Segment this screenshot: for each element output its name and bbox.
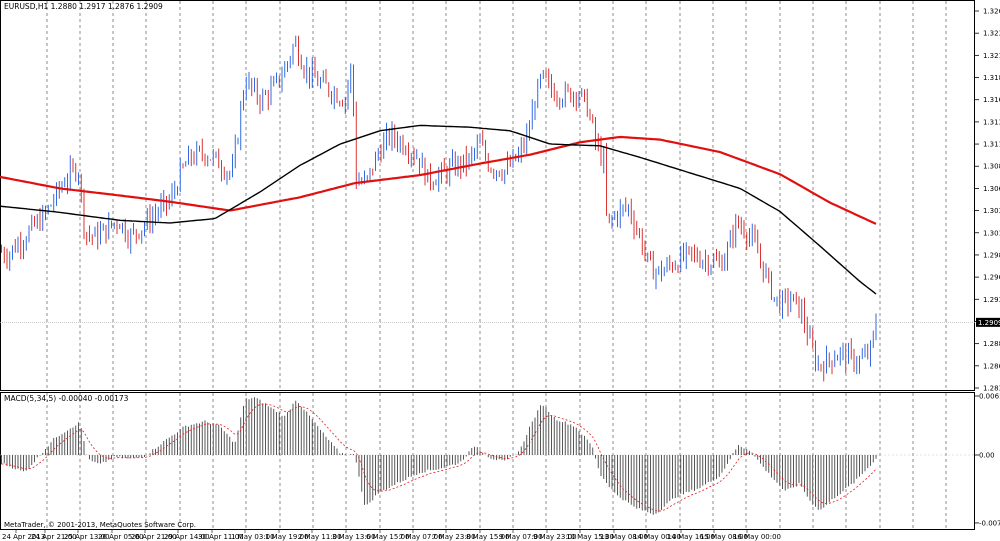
time-tick-label: 30 Apr 11:00	[198, 533, 244, 541]
price-tick-label: 1.3010	[983, 229, 1000, 237]
time-tick-label: 25 Apr 13:00	[64, 533, 110, 541]
macd-signal-line	[1, 403, 877, 512]
price-panel-frame	[0, 0, 975, 391]
price-tick-label: 1.3110	[983, 141, 1000, 149]
current-price-marker: 1.2909	[976, 317, 1000, 327]
copyright-text: MetaTrader, © 2001-2013, MetaQuotes Soft…	[4, 521, 196, 529]
time-tick-label: 1 May 03:00	[231, 533, 275, 541]
red-moving-average	[0, 135, 877, 225]
time-tick-label: 14 May 00:00	[633, 533, 681, 541]
macd-histogram	[1, 397, 877, 515]
time-tick-label: 29 Apr 14:00	[164, 533, 210, 541]
price-tick-label: 1.2935	[983, 296, 1000, 304]
candlestick-series	[1, 35, 877, 382]
price-tick-label: 1.3085	[983, 163, 1000, 171]
time-tick-label: 26 Apr 21:00	[131, 533, 177, 541]
price-tick-label: 1.3235	[983, 30, 1000, 38]
indicator-panel-frame	[0, 392, 975, 530]
time-tick-label: 9 May 07:00	[499, 533, 543, 541]
price-tick-label: 1.2885	[983, 340, 1000, 348]
time-tick-label: 26 Apr 05:00	[98, 533, 144, 541]
time-tick-label: 13 May 08:00	[600, 533, 648, 541]
time-tick-label: 9 May 23:00	[533, 533, 577, 541]
time-tick-label: 7 May 23:00	[432, 533, 476, 541]
indicator-info: MACD(5,34,5) -0.00040 -0.00173	[4, 394, 129, 403]
price-tick-label: 1.3160	[983, 96, 1000, 104]
black-moving-average	[0, 124, 877, 295]
current-price-label: 1.2909	[978, 319, 1000, 327]
time-tick-label: 15 May 08:00	[700, 533, 748, 541]
time-tick-label: 7 May 07:00	[399, 533, 443, 541]
price-tick-label: 1.2835	[983, 385, 1000, 393]
price-tick-label: 1.2860	[983, 362, 1000, 370]
time-tick-label: 14 May 16:00	[667, 533, 715, 541]
price-tick-label: 1.2960	[983, 274, 1000, 282]
price-tick-label: 1.3035	[983, 207, 1000, 215]
macd-tick-label: -0.00708	[979, 519, 1000, 527]
price-tick-label: 1.3185	[983, 74, 1000, 82]
time-tick-label: 6 May 15:00	[366, 533, 410, 541]
symbol-info: EURUSD,H1 1.2880 1.2917 1.2876 1.2909	[4, 2, 163, 11]
time-tick-label: 2 May 11:00	[298, 533, 342, 541]
price-tick-label: 1.3060	[983, 185, 1000, 193]
price-tick-label: 1.3135	[983, 118, 1000, 126]
macd-axis: 0.00615 0.00 -0.00708	[975, 393, 1000, 527]
price-tick-label: 1.3210	[983, 52, 1000, 60]
time-tick-label: 10 May 15:00	[566, 533, 614, 541]
time-tick-label: 24 Apr 2013	[2, 533, 45, 541]
time-tick-label: 24 Apr 21:00	[31, 533, 77, 541]
time-tick-label: 1 May 19:00	[265, 533, 309, 541]
vertical-grid	[46, 1, 947, 529]
macd-tick-label: 0.00615	[979, 393, 1000, 401]
time-tick-label: 3 May 13:00	[332, 533, 376, 541]
time-tick-label: 8 May 15:00	[466, 533, 510, 541]
price-tick-label: 1.2985	[983, 251, 1000, 259]
macd-tick-label: 0.00	[979, 452, 995, 460]
time-tick-label: 16 May 00:00	[733, 533, 781, 541]
price-tick-label: 1.3260	[983, 8, 1000, 16]
